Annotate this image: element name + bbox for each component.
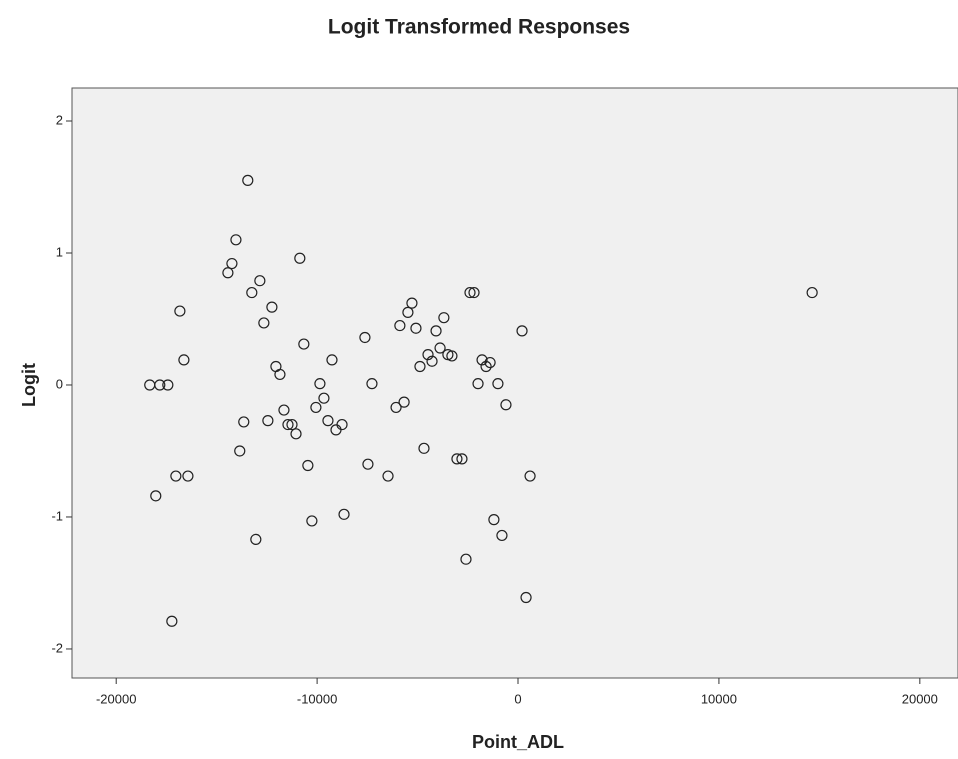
- point: [178, 354, 190, 366]
- x-tick-label: 20000: [902, 691, 938, 706]
- point: [480, 360, 492, 373]
- point: [166, 615, 178, 627]
- point: [162, 379, 174, 391]
- point: [302, 459, 314, 472]
- point: [492, 378, 504, 390]
- point: [426, 355, 438, 367]
- point: [406, 297, 418, 309]
- point: [310, 401, 322, 414]
- point: [262, 415, 274, 427]
- point: [806, 286, 818, 299]
- point: [222, 267, 234, 279]
- point: [326, 354, 338, 366]
- point: [460, 553, 472, 565]
- x-tick-label: 0: [514, 691, 521, 706]
- point: [418, 442, 430, 454]
- point: [438, 312, 450, 324]
- point: [446, 350, 458, 362]
- point: [150, 490, 162, 502]
- point: [456, 453, 468, 465]
- point: [170, 470, 182, 482]
- x-tick-label: -10000: [297, 691, 337, 706]
- point: [366, 378, 378, 390]
- point: [282, 418, 294, 431]
- point: [286, 418, 298, 431]
- point: [414, 360, 426, 373]
- point: [359, 331, 371, 344]
- y-tick-label: -1: [51, 508, 63, 523]
- point: [182, 470, 194, 482]
- point: [154, 379, 166, 391]
- x-axis-title: Point_ADL: [472, 732, 564, 752]
- point: [516, 325, 528, 337]
- point: [306, 515, 318, 527]
- point: [496, 529, 508, 542]
- y-tick-label: 2: [56, 112, 63, 127]
- point: [338, 508, 350, 520]
- point: [238, 416, 250, 428]
- point: [258, 317, 270, 329]
- point: [476, 354, 488, 366]
- point: [314, 378, 326, 390]
- point: [174, 305, 186, 317]
- point: [410, 322, 422, 334]
- point: [362, 458, 374, 470]
- point: [468, 286, 480, 299]
- point: [254, 275, 266, 287]
- point: [266, 301, 278, 313]
- point: [484, 356, 496, 369]
- point: [488, 514, 500, 526]
- y-tick-label: 0: [56, 376, 63, 391]
- point: [322, 415, 334, 427]
- point: [394, 319, 406, 332]
- point: [226, 257, 238, 270]
- point: [524, 470, 536, 482]
- point: [230, 234, 242, 246]
- point: [434, 342, 446, 354]
- point: [520, 591, 532, 604]
- point: [234, 445, 246, 457]
- point: [472, 378, 484, 390]
- y-tick-label: 1: [56, 244, 63, 259]
- point: [382, 470, 394, 482]
- point: [242, 174, 254, 186]
- y-axis-title: Logit: [19, 363, 39, 407]
- point: [250, 533, 262, 546]
- point: [274, 368, 286, 381]
- x-tick-label: 10000: [701, 691, 737, 706]
- point: [294, 252, 306, 264]
- plot-area: [71, 87, 958, 679]
- point: [402, 306, 414, 318]
- point: [430, 325, 442, 337]
- point: [298, 338, 310, 350]
- point: [278, 404, 290, 416]
- chart-title: Logit Transformed Responses: [328, 16, 630, 39]
- point: [336, 418, 348, 431]
- point: [390, 401, 402, 414]
- point: [398, 396, 410, 408]
- point: [422, 349, 434, 361]
- point: [451, 453, 463, 465]
- x-tick-label: -20000: [96, 691, 136, 706]
- point: [500, 399, 512, 411]
- point: [290, 428, 302, 440]
- point: [318, 392, 330, 404]
- point: [464, 286, 476, 299]
- y-tick-label: -2: [51, 640, 63, 655]
- point: [246, 286, 258, 299]
